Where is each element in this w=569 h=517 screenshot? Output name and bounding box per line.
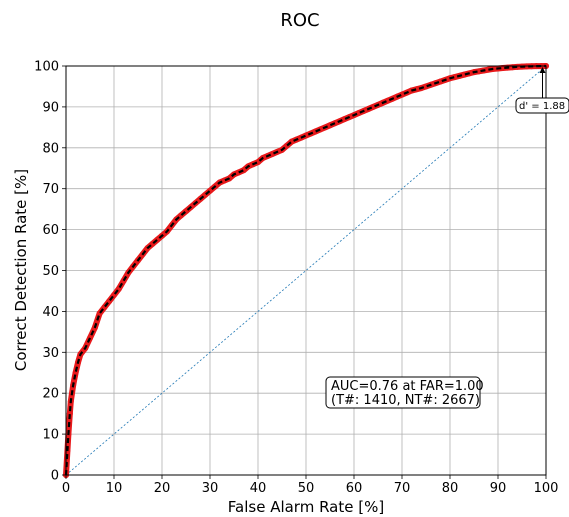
y-tick-label: 10 [42,428,59,443]
x-tick-label: 20 [154,481,171,496]
auc-annotation-box [325,376,481,409]
y-tick-label: 40 [42,305,59,320]
x-tick-label: 40 [250,481,267,496]
y-tick-label: 100 [34,60,59,75]
y-tick-label: 0 [51,469,59,484]
x-tick-label: 50 [298,481,315,496]
dprime-annotation-label: d' = 1.88 [519,101,565,112]
auc-annotation-line2: (T#: 1410, NT#: 2667) [331,393,480,408]
axis-ticks: 0 10 20 30 40 50 60 70 80 90 100 0 10 20 30 40 50 60 70 80 9… [34,60,558,497]
dprime-annotation: d' = 1.88 [515,67,569,114]
x-tick-label: 100 [534,481,559,496]
y-tick-label: 20 [42,387,59,402]
y-tick-label: 30 [42,346,59,361]
roc-data-point [475,68,482,75]
y-tick-label: 80 [42,141,59,156]
roc-curve-line [64,64,547,476]
y-tick-label: 60 [42,223,59,238]
roc-data-point [72,369,79,376]
roc-curve-layer [63,63,549,478]
auc-annotation-line1: AUC=0.76 at FAR=1.00 [331,379,484,394]
x-axis-label: False Alarm Rate [%] [228,498,384,516]
roc-data-point [499,65,506,72]
x-tick-label: 80 [442,481,459,496]
y-tick-label: 90 [42,100,59,115]
y-tick-label: 50 [42,264,59,279]
x-tick-label: 60 [346,481,363,496]
x-tick-label: 90 [490,481,507,496]
chance-diagonal-line [65,65,547,476]
auc-annotation: AUC=0.76 at FAR=1.00 (T#: 1410, NT#: 266… [325,376,484,409]
plot-frame [65,65,547,476]
dprime-arrow-head [539,67,546,73]
chance-diagonal-layer [65,65,547,476]
x-tick-label: 70 [394,481,411,496]
y-axis-label: Correct Detection Rate [%] [12,169,30,371]
x-tick-label: 30 [202,481,219,496]
chart-title: ROC [280,10,319,31]
y-tick-label: 70 [42,182,59,197]
x-tick-label: 10 [106,481,123,496]
roc-data-point [66,410,73,417]
dprime-annotation-box [515,97,569,114]
x-tick-label: 0 [62,481,70,496]
